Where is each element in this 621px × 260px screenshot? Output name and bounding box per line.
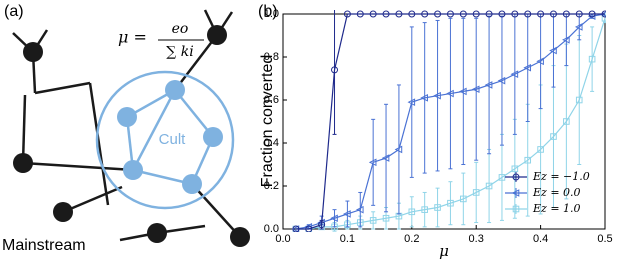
marker	[575, 10, 583, 18]
plot-area	[291, 10, 606, 232]
marker	[292, 225, 300, 232]
x-axis-label: μ	[439, 242, 449, 260]
marker	[395, 10, 403, 18]
marker	[368, 158, 377, 167]
marker	[394, 145, 403, 154]
marker	[512, 205, 520, 213]
marker	[460, 195, 467, 203]
y-axis-label: Fraction converted	[259, 55, 276, 188]
marker	[356, 10, 364, 18]
marker	[511, 10, 519, 18]
marker	[471, 85, 480, 94]
mainstream-label: Mainstream	[2, 237, 86, 254]
y-tick-label: 0.0	[264, 223, 279, 235]
x-tick-label: 0.5	[597, 233, 612, 245]
marker	[408, 208, 416, 216]
y-tick-label: 0.6	[264, 94, 279, 106]
marker	[549, 10, 557, 18]
marker	[588, 55, 596, 63]
marker	[588, 10, 596, 18]
marker	[484, 81, 493, 89]
legend-label: Ez = 1.0	[532, 202, 581, 215]
marker	[524, 10, 532, 18]
formula-denominator: ∑ ki	[166, 44, 193, 60]
marker	[523, 63, 532, 72]
marker	[382, 10, 390, 18]
marker	[498, 10, 506, 18]
marker	[472, 10, 480, 18]
cult-label: Cult	[159, 131, 187, 148]
marker	[408, 10, 416, 18]
marker	[472, 189, 480, 196]
marker	[421, 10, 429, 18]
x-tick-label: 0.4	[533, 233, 548, 245]
marker	[485, 10, 493, 18]
x-tick-label: 0.2	[404, 233, 419, 245]
marker	[382, 214, 390, 222]
marker	[575, 96, 583, 104]
marker	[331, 66, 339, 74]
marker	[343, 10, 351, 18]
series-line	[295, 13, 605, 230]
marker	[459, 10, 467, 18]
marker	[355, 205, 364, 214]
marker	[434, 10, 442, 18]
marker	[601, 10, 606, 18]
panel-label: (b)	[258, 3, 278, 20]
marker	[434, 204, 441, 211]
x-tick-label: 0.3	[469, 233, 484, 245]
marker	[563, 118, 570, 125]
marker	[497, 76, 506, 85]
marker	[304, 223, 313, 231]
marker	[407, 98, 416, 106]
x-tick-label: 0.1	[340, 233, 355, 245]
marker	[537, 146, 544, 153]
legend-label: Ez = 0.0	[532, 186, 581, 199]
chart: (b) Fraction converted μ 0.0 0.1 0.2 0.3 0.4…	[258, 3, 613, 260]
marker	[537, 10, 545, 18]
marker	[562, 35, 570, 44]
marker	[512, 173, 520, 181]
marker	[510, 70, 519, 79]
marker	[369, 10, 377, 18]
legend-label: Ez = −1.0	[532, 170, 590, 183]
marker	[459, 87, 467, 96]
marker	[498, 174, 506, 181]
marker	[330, 214, 338, 223]
marker	[446, 10, 454, 18]
marker	[343, 210, 351, 218]
formula-lhs: μ =	[118, 28, 147, 47]
marker	[485, 182, 493, 190]
marker	[433, 91, 441, 100]
marker	[524, 156, 532, 164]
marker	[318, 221, 326, 229]
series-line	[295, 13, 606, 230]
marker	[305, 225, 313, 232]
marker	[536, 57, 544, 66]
marker	[574, 23, 583, 31]
marker	[549, 46, 557, 55]
marker	[381, 154, 390, 162]
marker	[511, 165, 519, 173]
y-tick-label: 1.0	[264, 8, 279, 20]
marker	[369, 217, 377, 224]
marker	[562, 10, 570, 18]
x-tick-label: 0.0	[275, 233, 290, 245]
network-diagram: (a) μ = eo ∑ ki Cult Mainstream	[2, 3, 250, 254]
marker	[587, 12, 596, 20]
marker	[420, 94, 428, 102]
y-tick-label: 0.4	[264, 137, 279, 149]
marker	[447, 199, 454, 207]
marker	[446, 89, 454, 98]
marker	[421, 206, 428, 213]
y-tick-label: 0.8	[264, 51, 279, 63]
panel-label: (a)	[4, 3, 24, 20]
formula-numerator: eo	[172, 21, 189, 37]
y-tick-label: 0.2	[264, 180, 279, 192]
marker	[600, 11, 606, 17]
marker	[511, 189, 520, 197]
marker	[550, 133, 557, 140]
